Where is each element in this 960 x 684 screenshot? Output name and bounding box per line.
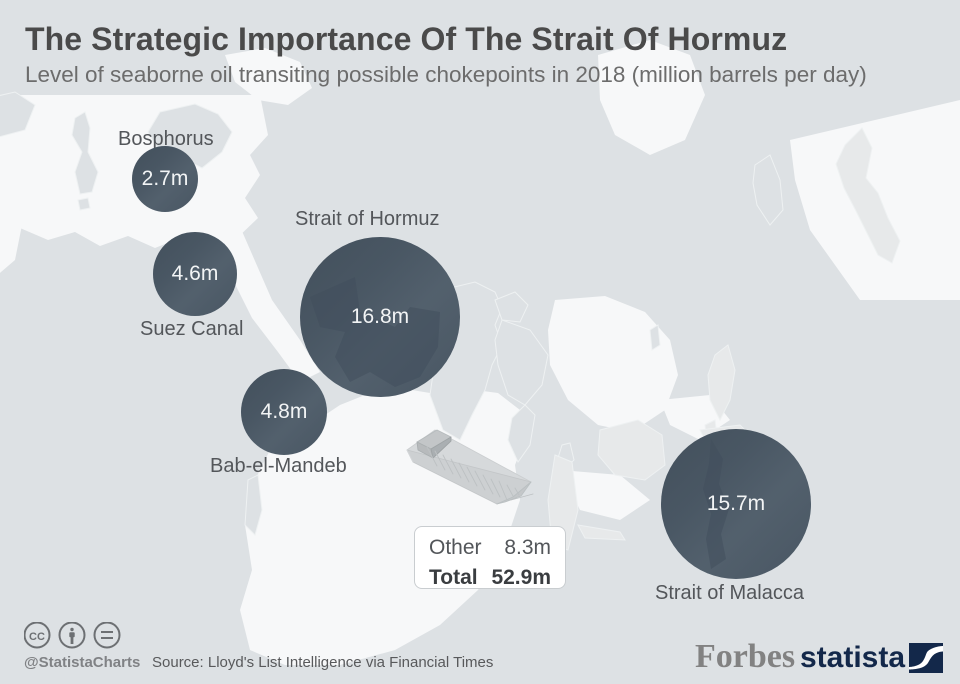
svg-text:CC: CC <box>29 631 45 643</box>
